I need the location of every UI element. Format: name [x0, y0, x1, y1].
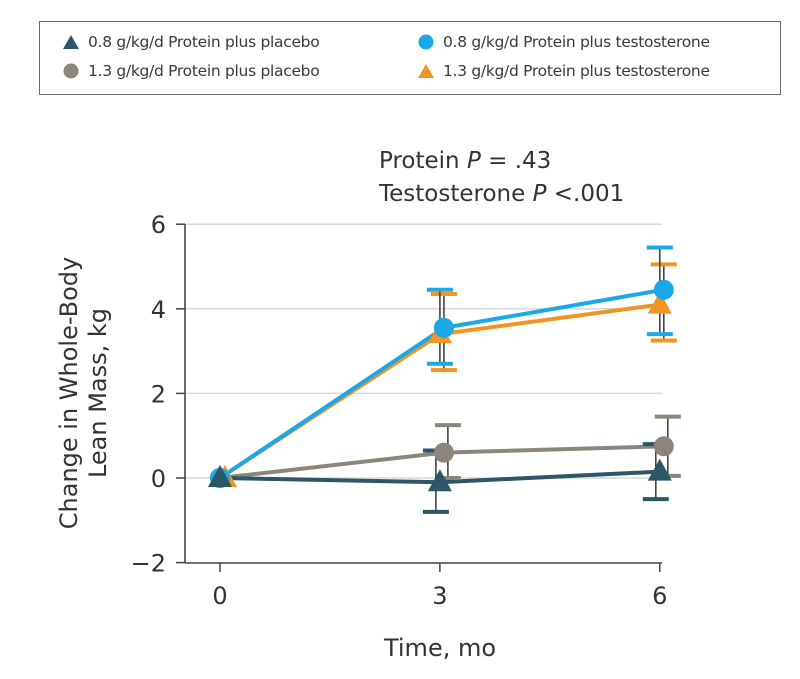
y-axis-title-line-2: Lean Mass, kg	[84, 308, 112, 478]
orange-triangle-icon	[418, 64, 434, 78]
data-point-circle	[433, 317, 454, 338]
legend-item-low-protein-testosterone: 0.8 g/kg/d Protein plus testosterone	[417, 33, 710, 51]
data-point-triangle	[647, 291, 672, 314]
x-axis-title: Time, mo	[383, 634, 496, 662]
data-point-triangle	[427, 469, 452, 492]
y-tick-label: 0	[151, 465, 166, 493]
y-tick-label: 4	[151, 296, 166, 324]
p-value-annotations: Protein P = .43 Testosterone P <.001	[379, 145, 624, 211]
y-tick-label: −2	[131, 550, 166, 578]
x-tick-label: 0	[212, 582, 227, 610]
legend-item-high-protein-testosterone: 1.3 g/kg/d Protein plus testosterone	[417, 62, 710, 80]
y-ticks: 6 4 2 0 −2	[131, 211, 185, 578]
data-point-circle	[653, 279, 674, 300]
dark-teal-triangle-icon	[63, 35, 79, 49]
x-tick-label: 3	[432, 582, 447, 610]
y-tick-label: 2	[151, 380, 166, 408]
legend-box: 0.8 g/kg/d Protein plus placebo 1.3 g/kg…	[39, 21, 781, 95]
legend-item-high-protein-placebo: 1.3 g/kg/d Protein plus placebo	[62, 62, 320, 80]
y-axis-title-line-1: Change in Whole-Body	[55, 257, 83, 529]
gridlines	[186, 223, 662, 479]
legend-item-low-protein-placebo: 0.8 g/kg/d Protein plus placebo	[62, 33, 320, 51]
legend-label: 0.8 g/kg/d Protein plus testosterone	[443, 33, 710, 51]
data-point-triangle	[647, 458, 672, 481]
legend-label: 1.3 g/kg/d Protein plus placebo	[88, 62, 320, 80]
y-tick-label: 6	[151, 211, 166, 239]
x-ticks: 0 3 6	[212, 563, 667, 610]
gray-circle-icon	[63, 63, 79, 79]
legend-label: 1.3 g/kg/d Protein plus testosterone	[443, 62, 710, 80]
legend-label: 0.8 g/kg/d Protein plus placebo	[88, 33, 320, 51]
blue-circle-icon	[418, 34, 434, 50]
testosterone-p-value: Testosterone P <.001	[379, 181, 625, 207]
x-tick-label: 6	[652, 582, 667, 610]
data-point-circle	[433, 442, 454, 463]
protein-p-value: Protein P = .43	[379, 148, 552, 174]
data-point-circle	[653, 436, 674, 457]
data-point-triangle	[208, 465, 232, 487]
series-layer	[208, 245, 681, 514]
y-axis-title: Change in Whole-Body Lean Mass, kg	[55, 257, 112, 529]
